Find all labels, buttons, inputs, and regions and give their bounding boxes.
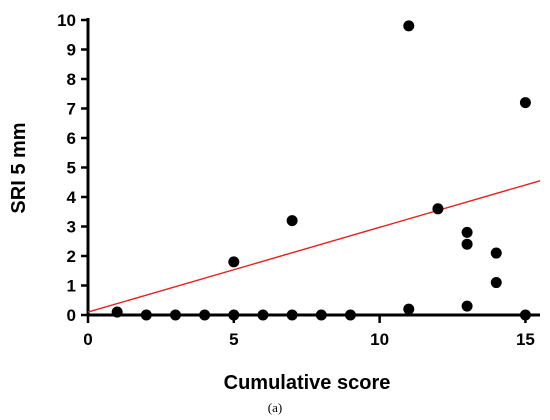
data-point	[315, 309, 327, 321]
y-tick-label: 9	[67, 41, 76, 60]
data-point	[344, 309, 356, 321]
data-point	[199, 309, 211, 321]
y-tick-label: 0	[67, 306, 76, 325]
data-point	[169, 309, 181, 321]
data-point	[403, 303, 415, 315]
plot-area: 0 1 2 3 4 5 6 7 8 9 10 0 5 10 15	[57, 11, 541, 349]
figure-caption: (a)	[268, 400, 282, 415]
y-tick-label: 2	[67, 247, 76, 266]
data-point	[432, 203, 444, 215]
data-point	[490, 247, 502, 259]
data-point	[286, 309, 298, 321]
data-point	[228, 256, 240, 268]
y-tick-label: 1	[67, 277, 76, 296]
data-point	[461, 226, 473, 238]
data-point	[286, 215, 298, 227]
y-tick-label: 7	[67, 100, 76, 119]
x-tick-label: 5	[229, 330, 238, 349]
x-tick-label: 15	[516, 330, 535, 349]
y-tick-label: 4	[67, 188, 77, 207]
data-point	[140, 309, 152, 321]
y-tick-label: 3	[67, 218, 76, 237]
data-point	[519, 97, 531, 109]
y-axis-title: SRI 5 mm	[8, 122, 30, 213]
y-tick-label: 6	[67, 129, 76, 148]
x-axis-title: Cumulative score	[224, 372, 391, 394]
x-tick-label: 10	[370, 330, 389, 349]
data-point	[461, 300, 473, 312]
data-point	[403, 20, 415, 32]
data-point	[461, 238, 473, 250]
data-point	[257, 309, 269, 321]
trend-line	[87, 180, 541, 313]
y-tick-label: 5	[67, 159, 76, 178]
data-point	[111, 306, 123, 318]
y-tick-label: 10	[57, 11, 76, 30]
data-point	[490, 277, 502, 289]
x-tick-label: 0	[83, 330, 92, 349]
data-point	[228, 309, 240, 321]
y-tick-label: 8	[67, 70, 76, 89]
data-point	[519, 309, 531, 321]
